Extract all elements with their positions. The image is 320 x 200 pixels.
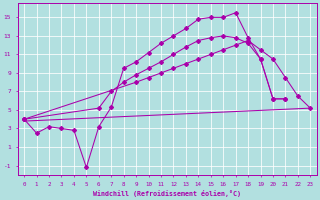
X-axis label: Windchill (Refroidissement éolien,°C): Windchill (Refroidissement éolien,°C) (93, 190, 241, 197)
